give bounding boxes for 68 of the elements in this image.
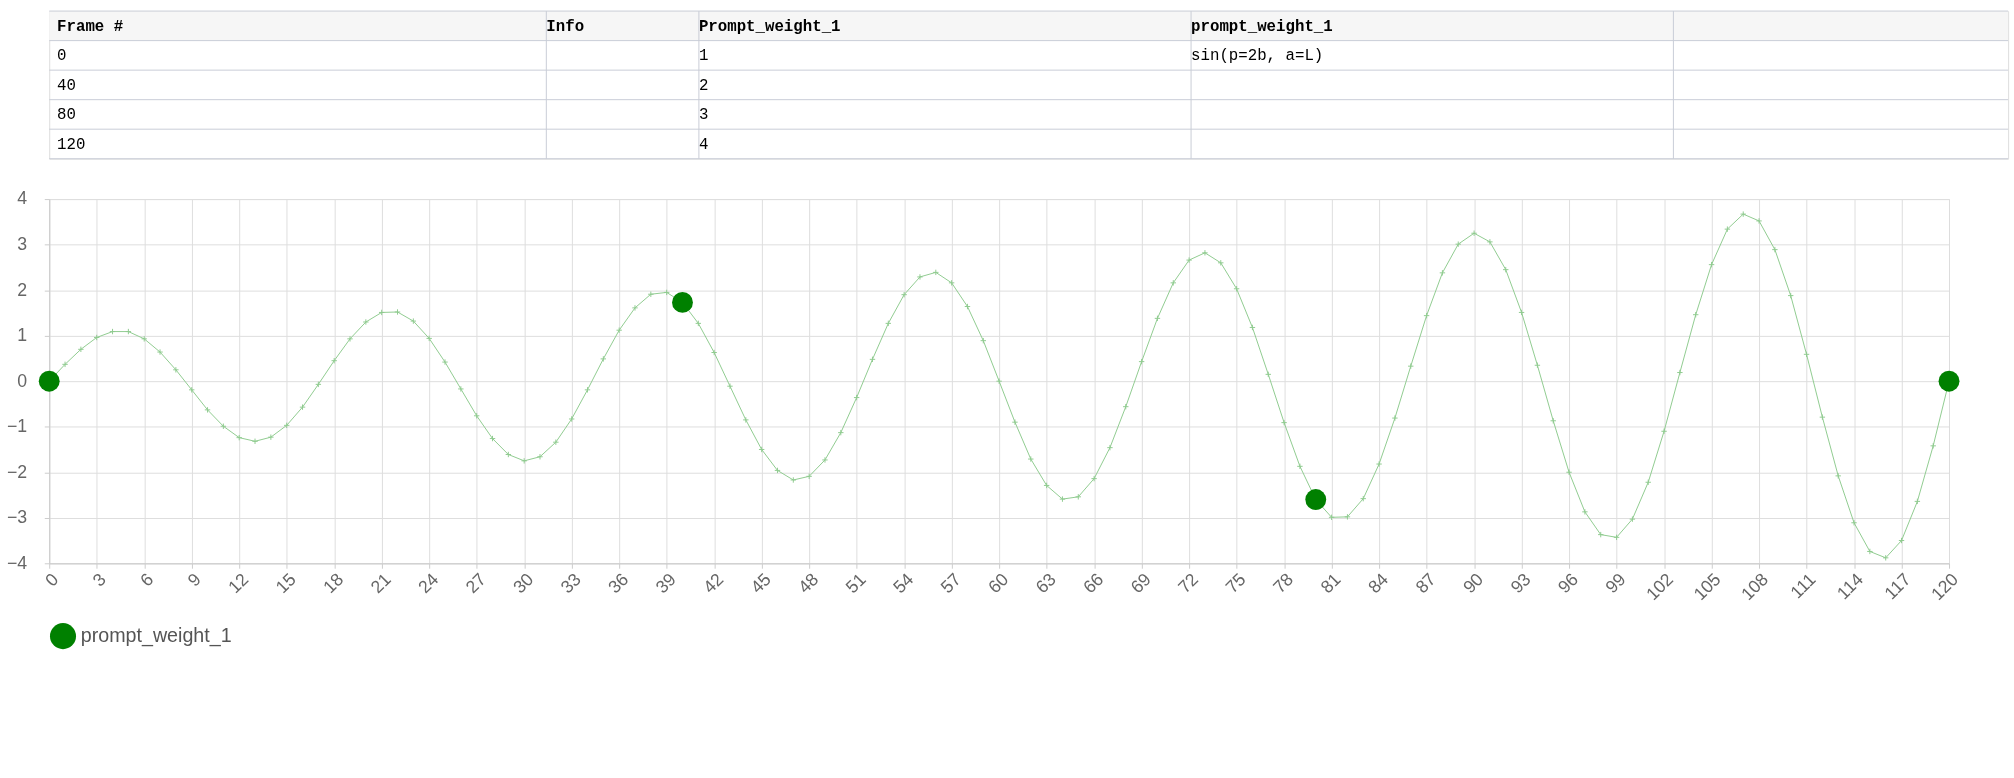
x-tick-label: 60	[984, 569, 1013, 598]
y-tick-label: 2	[17, 279, 28, 300]
y-tick-label: 3	[17, 234, 28, 255]
x-tick-label: 66	[1079, 569, 1108, 598]
x-tick-label: 57	[936, 569, 965, 598]
x-tick-label: 30	[509, 569, 538, 598]
point	[1938, 370, 1960, 392]
y-tick-label: −1	[6, 416, 28, 437]
x-tick-label: 78	[1269, 569, 1298, 598]
x-tick-label: 102	[1642, 569, 1678, 605]
x-tick-label: 27	[461, 569, 490, 598]
x-tick-label: 72	[1174, 569, 1203, 598]
legend-label: prompt_weight_1	[80, 624, 232, 648]
y-tick-label: −2	[6, 461, 28, 482]
x-tick-label: 90	[1459, 569, 1488, 598]
x-tick-label: 87	[1411, 569, 1440, 598]
x-tick-label: 18	[319, 569, 348, 598]
x-tick-label: 96	[1554, 569, 1583, 598]
x-tick-label: 93	[1506, 569, 1535, 598]
point	[672, 292, 693, 313]
text: 2	[698, 76, 709, 95]
x-tick-label: 21	[366, 569, 395, 598]
text: 120	[57, 135, 86, 154]
text: 40	[57, 76, 76, 95]
x-tick-label: 0	[41, 569, 63, 591]
x-tick-label: 9	[183, 569, 205, 591]
x-tick-label: 42	[699, 569, 728, 598]
text: 1	[698, 47, 709, 66]
x-tick-label: 69	[1126, 569, 1155, 598]
text: sin(p=2b, a=L)	[1191, 47, 1324, 66]
x-tick-label: 75	[1221, 569, 1250, 598]
x-tick-label: 12	[224, 569, 253, 598]
point	[38, 370, 60, 392]
text: 3	[698, 106, 709, 125]
y-tick-label: 1	[17, 325, 28, 346]
x-tick-label: 111	[1786, 569, 1820, 603]
x-tick-label: 24	[414, 569, 443, 598]
y-tick-label: 0	[17, 370, 28, 391]
x-tick-label: 36	[604, 569, 633, 598]
y-tick-label: 4	[17, 188, 28, 209]
x-tick-label: 120	[1927, 569, 1963, 605]
x-tick-label: 84	[1364, 569, 1393, 598]
x-tick-label: 105	[1689, 569, 1725, 605]
text: Frame #	[57, 17, 124, 36]
x-tick-label: 81	[1316, 569, 1345, 598]
x-tick-label: 39	[651, 569, 680, 598]
y-tick-label: −3	[6, 507, 28, 528]
x-tick-label: 114	[1833, 569, 1868, 604]
text: prompt_weight_1	[1191, 17, 1333, 36]
x-tick-label: 108	[1737, 569, 1773, 605]
text: Info	[546, 17, 585, 36]
x-tick-label: 33	[556, 569, 585, 598]
x-tick-label: 99	[1601, 569, 1630, 598]
text: Prompt_weight_1	[698, 17, 841, 36]
x-tick-label: 6	[136, 569, 158, 591]
point	[1305, 489, 1327, 510]
y-tick-label: −4	[6, 552, 28, 573]
text: 80	[57, 106, 76, 125]
x-tick-label: 117	[1880, 569, 1915, 604]
x-tick-label: 48	[794, 569, 823, 598]
x-tick-label: 15	[271, 569, 300, 598]
x-tick-label: 45	[746, 569, 775, 598]
text: 0	[57, 47, 67, 66]
x-tick-label: 3	[88, 569, 110, 591]
x-tick-label: 51	[841, 569, 870, 598]
x-tick-label: 54	[889, 569, 918, 598]
text: 4	[698, 135, 709, 154]
x-tick-label: 63	[1031, 569, 1060, 598]
